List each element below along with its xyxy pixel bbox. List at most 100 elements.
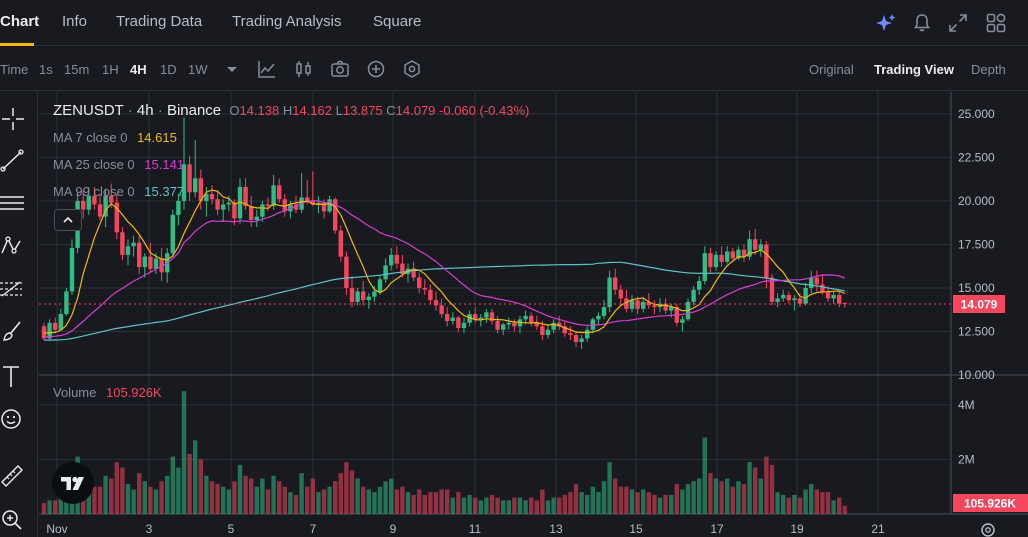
tab-square[interactable]: Square xyxy=(373,13,422,30)
ma99-label: MA 99 close 0 xyxy=(53,184,135,199)
volume-bar xyxy=(792,494,797,514)
volume-bar xyxy=(456,492,461,514)
candle-body xyxy=(697,281,702,290)
indicator-line-icon[interactable] xyxy=(257,59,277,79)
interval-1d[interactable]: 1D xyxy=(160,62,177,77)
fullscreen-icon[interactable] xyxy=(947,12,969,34)
trend-line-icon[interactable] xyxy=(0,147,26,173)
volume-bar xyxy=(170,456,175,514)
chart-area[interactable]: 14.079 25.000 22.500 20.000 17.500 15.000 12.5… xyxy=(39,92,1028,537)
camera-icon[interactable] xyxy=(330,59,350,79)
volume-bar xyxy=(596,492,601,514)
settings-hex-icon[interactable] xyxy=(402,59,422,79)
price-tick-label: 15.000 xyxy=(958,281,995,295)
candle-body xyxy=(204,193,209,201)
candle-body xyxy=(596,315,601,320)
zoom-in-icon[interactable] xyxy=(0,506,26,532)
volume-bar xyxy=(271,475,276,514)
view-depth[interactable]: Depth xyxy=(971,62,1006,77)
ma99-line xyxy=(43,261,845,341)
candle-body xyxy=(439,305,444,315)
candle-body xyxy=(209,193,215,200)
interval-4h[interactable]: 4H xyxy=(130,62,147,77)
ma7-legend: MA 7 close 0 14.615 xyxy=(53,130,177,145)
volume-bar xyxy=(243,475,248,514)
candle-body xyxy=(769,277,775,302)
interval-1s[interactable]: 1s xyxy=(39,62,53,77)
interval-15m[interactable]: 15m xyxy=(64,62,90,77)
candle-body xyxy=(708,253,713,268)
emoji-icon[interactable] xyxy=(0,406,26,432)
candle-body xyxy=(271,185,276,207)
candle-body xyxy=(400,263,405,275)
pattern-tool-icon[interactable] xyxy=(0,233,26,259)
volume-bar xyxy=(501,500,506,514)
chart-grid xyxy=(39,92,1028,515)
interval-1h[interactable]: 1H xyxy=(102,62,119,77)
candlestick-chart[interactable]: 14.079 25.000 22.500 20.000 17.500 15.000 12.5… xyxy=(39,92,1028,537)
volume-bar xyxy=(305,486,310,514)
candle-body xyxy=(86,195,91,210)
volume-bar xyxy=(394,489,399,514)
candle-body xyxy=(131,242,136,247)
view-trading-view[interactable]: Trading View xyxy=(874,62,954,77)
volume-bar xyxy=(405,492,411,514)
volume-bar xyxy=(691,481,696,514)
interval-1w[interactable]: 1W xyxy=(188,62,208,77)
candle-body xyxy=(478,317,483,320)
volume-bar xyxy=(131,489,136,514)
volume-bar xyxy=(685,483,691,514)
add-circle-icon[interactable] xyxy=(366,59,386,79)
legend-collapse-button[interactable] xyxy=(54,209,82,231)
volume-bar xyxy=(697,478,702,514)
caret-down-icon[interactable] xyxy=(222,59,242,79)
volume-bar xyxy=(629,489,635,514)
bell-icon[interactable] xyxy=(911,12,933,34)
fib-retracement-icon[interactable] xyxy=(0,276,26,302)
candle-body xyxy=(456,317,461,329)
volume-bar xyxy=(517,497,523,514)
text-tool-icon[interactable] xyxy=(0,364,26,390)
high-label: H xyxy=(282,103,293,118)
volume-bar xyxy=(635,492,640,514)
time-tick-label: 19 xyxy=(790,522,804,536)
horizontal-lines-icon[interactable] xyxy=(0,190,26,216)
tab-info[interactable]: Info xyxy=(62,13,88,30)
time-tick-label: Nov xyxy=(46,522,67,536)
crosshair-icon[interactable] xyxy=(0,106,26,132)
candle-body xyxy=(137,242,142,268)
volume-bar xyxy=(282,486,287,514)
volume-bar xyxy=(187,453,192,514)
volume-bar xyxy=(607,462,612,514)
volume-value: 105.926K xyxy=(106,385,162,400)
volume-bar xyxy=(316,492,321,514)
volume-bar xyxy=(428,492,433,514)
volume-tick-label: 4M xyxy=(958,398,975,412)
volume-bar xyxy=(618,486,623,514)
current-volume-tag xyxy=(953,494,1028,512)
ruler-icon[interactable] xyxy=(0,462,26,488)
price-tick-label: 22.500 xyxy=(958,150,995,164)
volume-bar xyxy=(809,483,814,514)
tab-trading-analysis[interactable]: Trading Analysis xyxy=(232,13,342,30)
legend-separator: · xyxy=(157,102,163,119)
interval-time[interactable]: Time xyxy=(0,62,29,77)
candle-body xyxy=(428,289,433,301)
time-tick-label: 13 xyxy=(549,522,563,536)
tab-trading-data[interactable]: Trading Data xyxy=(116,13,203,30)
volume-bar xyxy=(237,464,243,514)
brush-icon[interactable] xyxy=(0,319,26,345)
layout-grid-icon[interactable] xyxy=(985,12,1007,34)
candle-body xyxy=(254,216,259,221)
volume-bar xyxy=(579,492,584,514)
view-original[interactable]: Original xyxy=(809,62,854,77)
volume-bar xyxy=(702,437,707,514)
candles-icon[interactable] xyxy=(294,59,314,79)
candle-body xyxy=(383,265,388,280)
candle-body xyxy=(825,291,831,299)
volume-bar xyxy=(708,473,713,514)
price-tick-label: 25.000 xyxy=(958,107,995,121)
ai-sparkle-icon[interactable] xyxy=(875,12,897,34)
volume-bar xyxy=(215,483,220,514)
tab-chart[interactable]: Chart xyxy=(0,13,40,30)
